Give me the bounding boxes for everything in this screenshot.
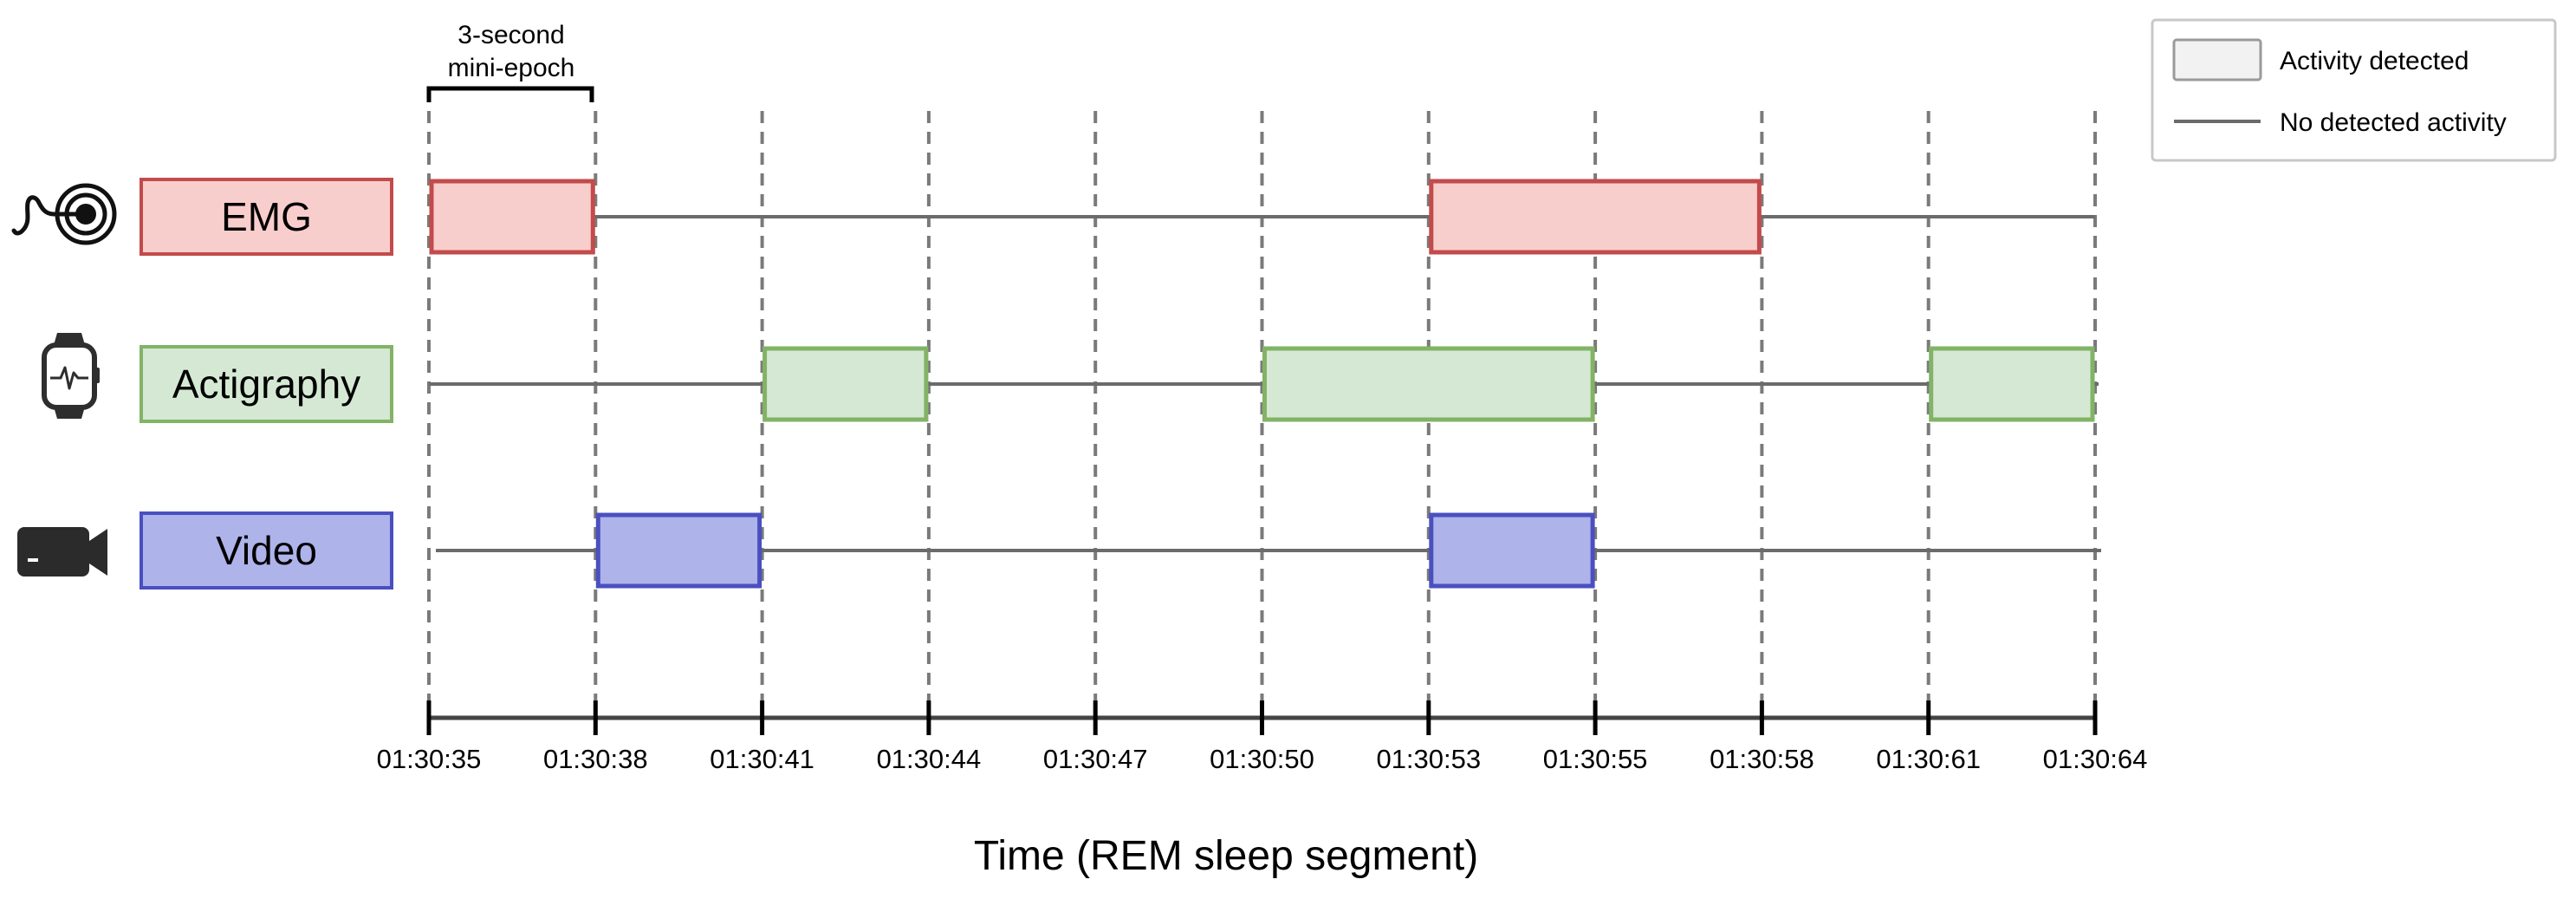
actigraphy-label-box [140,345,393,423]
axis-tick-label-8: 01:30:58 [1710,744,1814,774]
actigraphy-activity-box-2 [1929,346,2095,422]
axis-tick-label-2: 01:30:41 [710,744,814,774]
emg-electrode-icon [11,183,117,245]
axis-tick-label-5: 01:30:50 [1210,744,1314,774]
axis-tick-label-7: 01:30:55 [1543,744,1648,774]
emg-label-text: EMG [221,194,312,239]
modality-label-emg: EMG [140,178,393,256]
modality-tracks [429,179,2101,589]
legend-no-activity-label: No detected activity [2280,108,2507,137]
video-activity-box-0 [595,512,762,589]
track-video [436,512,2101,589]
emg-activity-box-1 [1429,179,1762,255]
video-activity-box-1 [1429,512,1595,589]
axis-tick-label-0: 01:30:35 [377,744,482,774]
modality-label-video: Video [140,511,393,590]
video-camera-icon [17,527,107,577]
emg-label-box [140,178,393,256]
axis-tick-label-3: 01:30:44 [877,744,982,774]
axis-tick-label-6: 01:30:53 [1376,744,1481,774]
axis-tick-label-4: 01:30:47 [1043,744,1148,774]
epoch-bracket [426,86,594,102]
legend: Activity detected No detected activity [2151,18,2557,162]
track-actigraphy [429,346,2099,422]
actigraphy-activity-box-0 [762,346,929,422]
axis-tick-label-9: 01:30:61 [1876,744,1981,774]
actigraphy-activity-box-1 [1262,346,1595,422]
actigraphy-label-text: Actigraphy [172,362,360,407]
video-label-text: Video [216,528,317,573]
axis-tick-label-10: 01:30:64 [2043,744,2148,774]
epoch-boundary-lines [427,111,2097,702]
epoch-annotation-line1: 3-second [457,21,564,49]
epoch-annotation: 3-second mini-epoch [426,21,594,102]
track-emg [429,179,2095,255]
smartwatch-icon [42,333,100,419]
emg-activity-box-0 [429,179,595,255]
legend-activity-label: Activity detected [2280,47,2469,75]
time-axis-title: Time (REM sleep segment) [974,833,1478,879]
legend-activity-swatch [2172,38,2262,81]
epoch-annotation-line2: mini-epoch [448,54,575,82]
video-label-box [140,511,393,590]
modality-label-actigraphy: Actigraphy [140,345,393,423]
time-axis: 01:30:35 01:30:38 01:30:41 01:30:44 01:30:47… [377,700,2148,774]
axis-tick-label-1: 01:30:38 [543,744,648,774]
